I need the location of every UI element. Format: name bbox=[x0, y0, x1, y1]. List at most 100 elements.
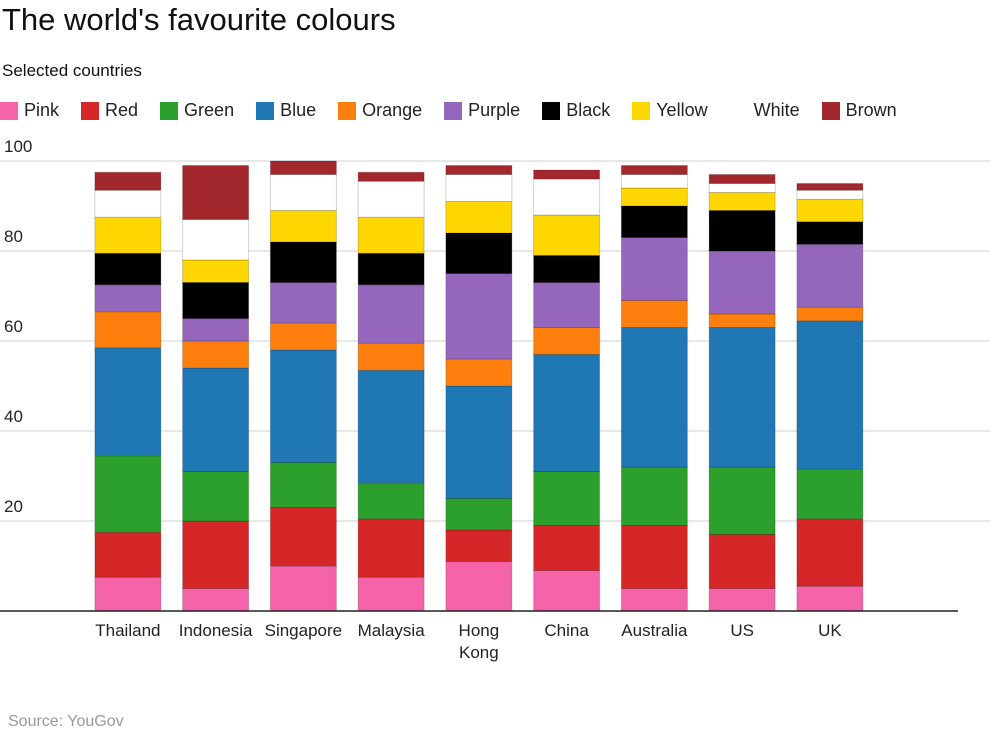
bar-segment bbox=[533, 327, 601, 355]
bar-segment bbox=[445, 273, 513, 360]
bar-segment bbox=[357, 284, 425, 344]
bar-segment bbox=[620, 466, 688, 526]
bar-segment bbox=[357, 252, 425, 286]
bar-segment bbox=[357, 369, 425, 484]
y-tick-label: 60 bbox=[4, 317, 23, 336]
x-tick-label: UK bbox=[818, 621, 842, 640]
bar-segment bbox=[357, 482, 425, 520]
bar-segment bbox=[796, 585, 864, 612]
x-tick-label: US bbox=[730, 621, 754, 640]
bar-segment bbox=[533, 214, 601, 256]
bar-segment bbox=[620, 174, 688, 189]
bar-segment bbox=[94, 171, 162, 191]
bar-segment bbox=[445, 201, 513, 234]
bar-segment bbox=[357, 518, 425, 578]
bar-segment bbox=[357, 576, 425, 612]
legend-item: White bbox=[729, 100, 800, 121]
legend-item: Orange bbox=[338, 100, 422, 121]
bar-segment bbox=[708, 466, 776, 535]
bar-segment bbox=[269, 507, 337, 567]
x-tick-label: Indonesia bbox=[178, 621, 253, 640]
legend-item: Purple bbox=[444, 100, 520, 121]
bar-segment bbox=[182, 259, 250, 283]
bar-segment bbox=[708, 192, 776, 211]
legend-swatch bbox=[444, 101, 463, 120]
bar-segment bbox=[269, 282, 337, 324]
legend-label: Green bbox=[184, 100, 235, 120]
bar-segment bbox=[796, 221, 864, 245]
x-tick-label: Thailand bbox=[95, 621, 161, 640]
legend-swatch bbox=[729, 101, 748, 120]
bar-segment bbox=[533, 178, 601, 216]
legend-label: Yellow bbox=[656, 100, 708, 120]
bar-segment bbox=[182, 588, 250, 612]
bar-segment bbox=[94, 531, 162, 578]
bar-segment bbox=[708, 588, 776, 612]
bar-segment bbox=[94, 347, 162, 457]
legend-label: Blue bbox=[280, 100, 317, 120]
legend-item: Yellow bbox=[632, 100, 708, 121]
legend: Pink Red Green Blue Orange Purple Black Yellow W… bbox=[0, 100, 919, 121]
legend-item: Black bbox=[542, 100, 610, 121]
bar-segment bbox=[445, 232, 513, 274]
x-tick-label: Hong Kong bbox=[458, 621, 500, 662]
legend-swatch bbox=[160, 101, 179, 120]
y-tick-label: 40 bbox=[4, 407, 23, 426]
bar-segment bbox=[182, 165, 250, 220]
legend-item: Blue bbox=[256, 100, 316, 121]
bar-segment bbox=[533, 282, 601, 328]
legend-swatch bbox=[542, 101, 561, 120]
legend-item: Brown bbox=[821, 100, 897, 121]
bar-segment bbox=[269, 160, 337, 175]
bar-segment bbox=[708, 174, 776, 184]
bar-segment bbox=[708, 534, 776, 589]
bar-segment bbox=[708, 250, 776, 315]
bar-segment bbox=[269, 174, 337, 211]
bar-segment bbox=[94, 284, 162, 313]
bar-segment bbox=[182, 471, 250, 522]
bar-segment bbox=[269, 210, 337, 243]
bar-segment bbox=[796, 198, 864, 223]
legend-swatch bbox=[0, 101, 18, 120]
bar-segment bbox=[533, 471, 601, 526]
bar-segment bbox=[182, 219, 250, 261]
bar-segment bbox=[182, 282, 250, 319]
bar-segment bbox=[796, 183, 864, 191]
bar-segment bbox=[357, 342, 425, 371]
bar-segment bbox=[620, 525, 688, 589]
legend-label: Orange bbox=[362, 100, 423, 120]
bar-segment bbox=[445, 385, 513, 499]
bar-segment bbox=[796, 189, 864, 200]
x-tick-label: Malaysia bbox=[357, 621, 425, 640]
bar-segment bbox=[708, 210, 776, 252]
bar-segment bbox=[533, 255, 601, 283]
bar-segment bbox=[94, 311, 162, 349]
legend-swatch bbox=[81, 101, 100, 120]
bar-segment bbox=[533, 525, 601, 571]
bar-segment bbox=[357, 216, 425, 254]
bar-segment bbox=[357, 180, 425, 218]
bar-segment bbox=[269, 349, 337, 463]
bar-segment bbox=[620, 187, 688, 207]
bar-segment bbox=[620, 237, 688, 301]
legend-label: Red bbox=[105, 100, 139, 120]
bar-segment bbox=[796, 468, 864, 520]
bar-segment bbox=[94, 252, 162, 286]
bar-segment bbox=[796, 243, 864, 308]
legend-swatch bbox=[632, 101, 651, 120]
bar-segment bbox=[445, 498, 513, 531]
chart-subtitle: Selected countries bbox=[2, 61, 142, 80]
x-tick-label: Singapore bbox=[264, 621, 343, 640]
bar-segment bbox=[533, 354, 601, 472]
y-tick-label: 20 bbox=[4, 497, 23, 516]
bar-segment bbox=[94, 189, 162, 218]
bar-segment bbox=[269, 322, 337, 351]
legend-item: Green bbox=[160, 100, 234, 121]
bar-segment bbox=[708, 183, 776, 193]
legend-item: Red bbox=[81, 100, 138, 121]
legend-label: Purple bbox=[468, 100, 521, 120]
bar-segment bbox=[445, 529, 513, 562]
bar-segment bbox=[445, 165, 513, 175]
legend-label: Brown bbox=[845, 100, 897, 120]
